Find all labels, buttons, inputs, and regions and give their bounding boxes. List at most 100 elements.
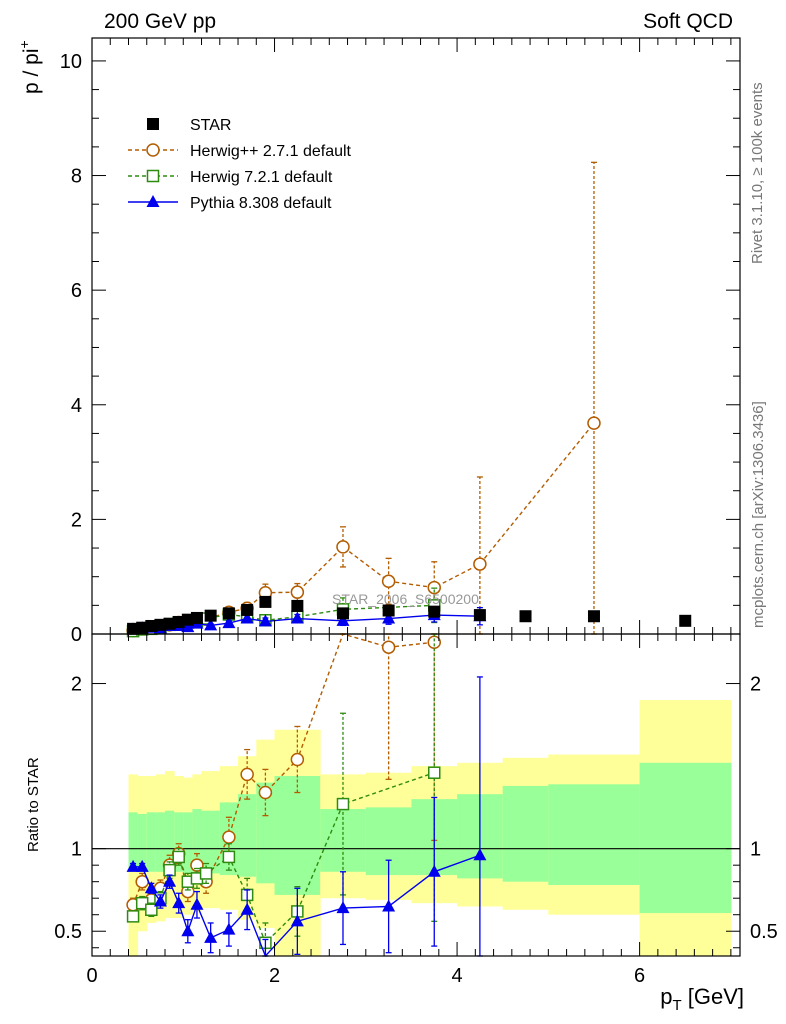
band-inner-segment — [146, 812, 157, 872]
ratio-pythia-point — [126, 859, 140, 872]
legend-star-marker — [147, 118, 159, 130]
main-ylabel: p / pi+ — [16, 40, 43, 94]
main-star-point — [259, 595, 272, 608]
ratio-xtick-label: 0 — [86, 965, 97, 987]
ratio-herwig7-point — [222, 850, 236, 864]
ratio-ytick-label-right: 1 — [750, 839, 761, 861]
main-plot-panel: 0 2 4 6 8 10 STAR_2006_S6500200 p / pi+ STAR H… — [16, 37, 741, 646]
ratio-pythia-point — [153, 894, 167, 907]
ratio-ylabel: Ratio to STAR — [25, 757, 42, 852]
main-ticks: 0 2 4 6 8 10 — [60, 38, 740, 646]
legend-herwigpp-marker — [146, 143, 160, 157]
main-pythia-point — [258, 614, 272, 627]
main-star-point — [127, 622, 140, 635]
ratio-pythia-point — [427, 864, 441, 877]
main-pythia-point — [382, 611, 396, 624]
ratio-ytick-label-right: 2 — [750, 674, 761, 696]
main-star-point — [336, 607, 349, 620]
main-pythia-point — [204, 618, 218, 631]
ratio-pythia-point — [473, 848, 487, 861]
ratio-pythia-point — [240, 902, 254, 915]
band-inner-segment — [137, 813, 148, 872]
main-herwigpp-point — [473, 557, 487, 571]
main-herwigpp-point — [587, 416, 601, 430]
ratio-ytick-label: 2 — [71, 674, 82, 696]
main-star-point — [145, 619, 158, 632]
main-ytick-label: 8 — [71, 166, 82, 188]
ratio-herwigpp-point — [381, 640, 396, 654]
ratio-herwig7-point — [163, 863, 176, 877]
ratio-herwig7-point — [172, 850, 185, 864]
main-pythia-point — [222, 616, 236, 629]
ratio-ytick-label: 0.5 — [54, 921, 82, 943]
band-inner-segment — [639, 762, 732, 914]
ratio-ytick-label-right: 0.5 — [750, 921, 778, 943]
ratio-pythia-point — [290, 914, 304, 927]
band-inner-segment — [128, 812, 139, 872]
band-inner-segment — [274, 776, 321, 895]
ratio-pythia-point — [382, 899, 396, 912]
xlabel-base: p — [660, 984, 672, 1009]
main-pythia-point — [181, 620, 195, 633]
ratio-pythia-point — [181, 924, 195, 937]
main-ytick-label: 6 — [71, 280, 82, 302]
xlabel-rest: [GeV] — [682, 984, 744, 1009]
ratio-herwigpp-point — [240, 767, 254, 782]
main-star-point — [163, 617, 176, 630]
main-star-point — [473, 609, 486, 622]
ratio-herwig7-point — [428, 766, 441, 779]
ratio-pythia-point — [204, 930, 218, 943]
main-pythia-point — [336, 613, 350, 626]
ratio-pythia-point — [222, 922, 236, 935]
ratio-xtick-label: 6 — [634, 965, 645, 987]
main-ytick-label: 10 — [60, 51, 82, 73]
ratio-herwigpp-point — [222, 830, 236, 844]
ratio-pythia-point — [135, 859, 149, 872]
main-herwigpp-point — [336, 540, 350, 554]
band-inner-segment — [201, 810, 221, 874]
ratio-xtick-label: 4 — [452, 965, 463, 987]
ratio-pythia-point — [163, 874, 177, 887]
main-star-point — [154, 618, 167, 631]
main-star-point — [291, 599, 304, 612]
band-inner-segment — [548, 784, 641, 885]
main-star-point — [222, 607, 235, 620]
ratio-plot-marks — [126, 633, 487, 958]
main-ytick-label: 2 — [71, 509, 82, 531]
ratio-plot-frame — [91, 633, 741, 957]
main-herwigpp-point — [381, 574, 396, 589]
ratio-herwigpp-point — [290, 752, 305, 767]
band-inner-segment — [238, 794, 257, 877]
main-pythia-point — [240, 611, 254, 624]
legend-herwigpp-label: Herwig++ 2.7.1 default — [190, 143, 352, 160]
legend-star-label: STAR — [190, 117, 231, 134]
ratio-pythia-point — [190, 897, 204, 910]
main-star-point — [190, 611, 203, 624]
main-herwigpp-point — [290, 585, 305, 599]
ratio-uncertainty-band — [92, 700, 740, 956]
main-ylabel-base: p / pi — [20, 48, 43, 94]
band-inner-segment — [256, 782, 276, 884]
header-right: Soft QCD — [643, 10, 733, 33]
legend: STAR Herwig++ 2.7.1 default Herwig 7.2.1 d… — [128, 117, 352, 212]
main-star-point — [519, 610, 532, 623]
legend-pythia-label: Pythia 8.308 default — [190, 195, 332, 212]
ratio-herwig7-point — [126, 910, 140, 923]
band-inner-segment — [192, 809, 203, 874]
main-star-point — [679, 614, 692, 627]
legend-herwig7-marker — [146, 169, 160, 183]
ratio-herwigpp-point — [258, 785, 273, 800]
band-inner-segment — [155, 812, 166, 872]
legend-pythia-marker — [146, 195, 160, 207]
ratio-pythia-point — [336, 901, 350, 914]
legend-herwig7-label: Herwig 7.2.1 default — [190, 169, 333, 186]
ratio-herwig7-point — [145, 903, 158, 917]
ratio-ytick-label: 1 — [71, 839, 82, 861]
main-star-point — [241, 603, 254, 616]
main-watermark: STAR_2006_S6500200 — [332, 591, 479, 607]
main-star-point — [172, 615, 185, 628]
main-ylabel-sup: + — [16, 40, 32, 48]
ratio-pythia-point — [144, 881, 158, 894]
main-star-point — [181, 613, 194, 626]
